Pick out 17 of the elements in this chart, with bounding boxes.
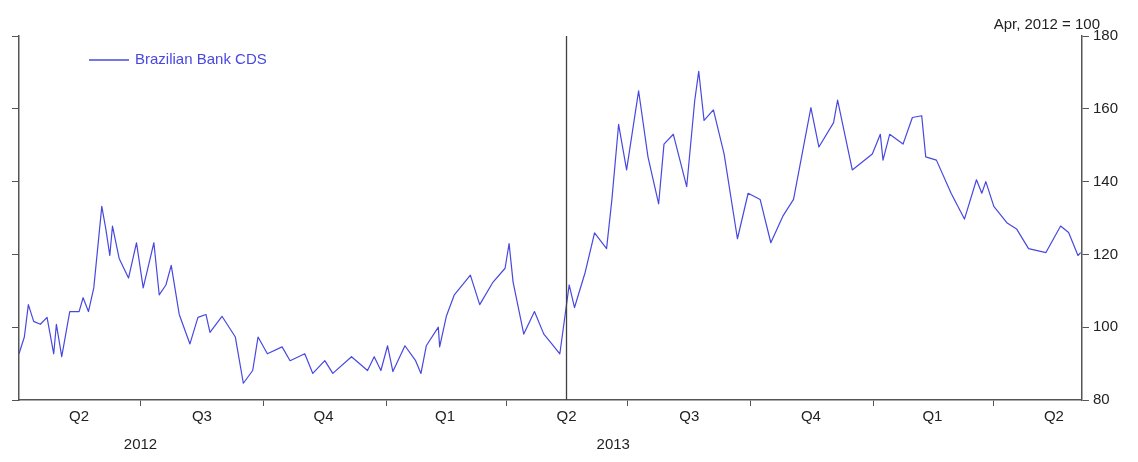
y-tick-label: 120	[1092, 244, 1118, 262]
x-tick-label: Q2	[556, 407, 577, 425]
x-tick-label: Q3	[679, 407, 700, 425]
x-tick-label: Q3	[191, 407, 212, 425]
y-tick-label: 160	[1092, 98, 1118, 116]
x-tick-label: Q2	[1043, 407, 1064, 425]
x2-tick-label: 2012	[123, 435, 158, 453]
x2-tick-label: 2013	[596, 435, 630, 453]
legend-label: Brazilian Bank CDS	[135, 50, 267, 68]
y-tick-label: 80	[1092, 390, 1110, 408]
x-tick-label: Q1	[922, 407, 943, 425]
x-tick-label: Q4	[800, 407, 821, 425]
x-tick-label: Q1	[434, 407, 455, 425]
y-tick-label: 100	[1092, 317, 1118, 335]
y-tick-label: 140	[1092, 171, 1118, 189]
x-tick-label: Q2	[69, 407, 90, 425]
x-tick-label: Q4	[313, 407, 334, 425]
